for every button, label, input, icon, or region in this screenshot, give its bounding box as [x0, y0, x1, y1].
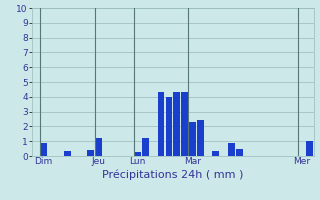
Bar [64, 151, 70, 156]
Bar [306, 141, 313, 156]
Bar [40, 143, 47, 156]
X-axis label: Précipitations 24h ( mm ): Précipitations 24h ( mm ) [102, 169, 244, 180]
Bar [134, 152, 141, 156]
Bar [197, 120, 204, 156]
Bar [189, 122, 196, 156]
Bar [165, 97, 172, 156]
Bar [228, 143, 235, 156]
Bar [87, 150, 94, 156]
Bar [181, 92, 188, 156]
Bar [158, 92, 164, 156]
Bar [173, 92, 180, 156]
Bar [142, 138, 149, 156]
Bar [236, 149, 243, 156]
Bar [212, 151, 219, 156]
Bar [95, 138, 102, 156]
